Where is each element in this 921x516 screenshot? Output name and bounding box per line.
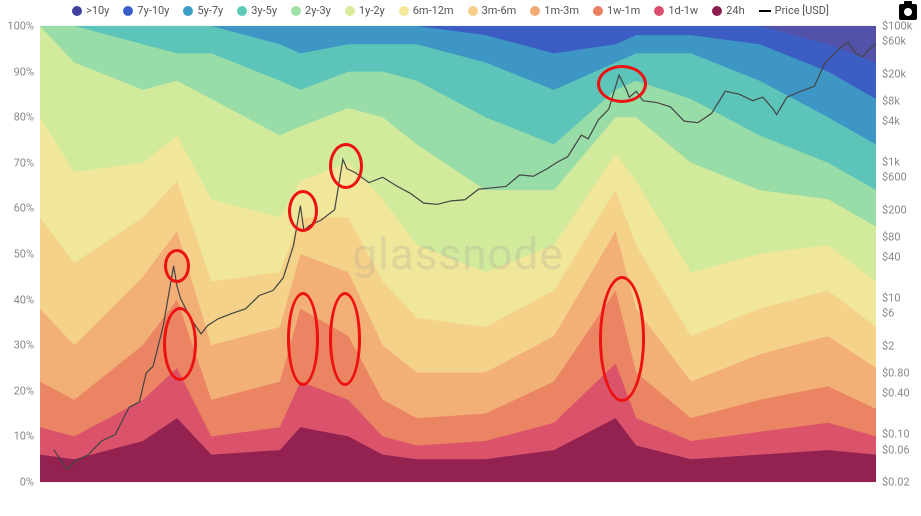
- y-left-axis: 0%10%20%30%40%50%60%70%80%90%100%: [0, 26, 40, 482]
- y-right-tick: $2: [882, 339, 894, 352]
- legend-item[interactable]: >10y: [72, 4, 109, 17]
- chart-svg: [40, 26, 876, 482]
- y-right-tick: $100k: [882, 20, 912, 33]
- y-left-tick: 70%: [14, 156, 34, 169]
- y-right-tick: $10: [882, 292, 901, 305]
- y-right-tick: $0.80: [882, 366, 910, 379]
- y-left-tick: 30%: [14, 339, 34, 352]
- legend-item[interactable]: 6m-12m: [399, 4, 454, 17]
- legend-item[interactable]: 3m-6m: [468, 4, 517, 17]
- legend-item[interactable]: 1y-2y: [345, 4, 385, 17]
- y-right-tick: $6: [882, 307, 894, 320]
- legend-dot: [399, 6, 409, 16]
- y-right-tick: $1k: [882, 156, 900, 169]
- legend-label: 1m-3m: [544, 4, 579, 17]
- legend-item-price[interactable]: Price [USD]: [759, 4, 829, 17]
- legend-label: 7y-10y: [137, 4, 169, 17]
- y-left-tick: 10%: [14, 430, 34, 443]
- y-left-tick: 60%: [14, 202, 34, 215]
- legend-item[interactable]: 5y-7y: [183, 4, 223, 17]
- y-right-axis: $100k$60k$20k$8k$4k$1k$600$200$80$40$10$…: [876, 26, 921, 482]
- legend-item[interactable]: 3y-5y: [237, 4, 277, 17]
- chart-plot: glassnode: [40, 26, 876, 482]
- y-right-tick: $80: [882, 230, 901, 243]
- legend-label: 1y-2y: [359, 4, 385, 17]
- legend-item[interactable]: 2y-3y: [291, 4, 331, 17]
- legend-dot: [123, 6, 133, 16]
- camera-icon[interactable]: [899, 4, 917, 20]
- y-left-tick: 40%: [14, 293, 34, 306]
- y-right-tick: $0.06: [882, 443, 910, 456]
- legend-label: 2y-3y: [305, 4, 331, 17]
- legend-dot: [530, 6, 540, 16]
- legend-label: 5y-7y: [197, 4, 223, 17]
- legend-dot: [72, 6, 82, 16]
- legend-dot: [712, 6, 722, 16]
- legend-label: 3m-6m: [482, 4, 517, 17]
- y-right-tick: $60k: [882, 35, 906, 48]
- y-right-tick: $40: [882, 251, 901, 264]
- legend-dot: [654, 6, 664, 16]
- x-axis: 2010201120122013201420152016201720182019…: [40, 482, 876, 516]
- legend-line: [759, 10, 771, 12]
- legend-label: >10y: [86, 4, 109, 17]
- y-right-tick: $4k: [882, 115, 900, 128]
- legend-dot: [291, 6, 301, 16]
- y-left-tick: 90%: [14, 65, 34, 78]
- y-right-tick: $20k: [882, 67, 906, 80]
- y-left-tick: 100%: [7, 20, 34, 33]
- y-right-tick: $0.10: [882, 428, 910, 441]
- legend-item[interactable]: 7y-10y: [123, 4, 169, 17]
- legend-dot: [345, 6, 355, 16]
- y-right-tick: $0.02: [882, 476, 910, 489]
- y-right-tick: $200: [882, 203, 907, 216]
- legend-item[interactable]: 1d-1w: [654, 4, 698, 17]
- legend-label: 1w-1m: [607, 4, 640, 17]
- y-left-tick: 20%: [14, 384, 34, 397]
- y-left-tick: 50%: [14, 248, 34, 261]
- legend-dot: [183, 6, 193, 16]
- legend-dot: [468, 6, 478, 16]
- legend-item[interactable]: 1w-1m: [593, 4, 640, 17]
- legend-dot: [593, 6, 603, 16]
- y-right-tick: $0.40: [882, 387, 910, 400]
- legend-label: 6m-12m: [413, 4, 454, 17]
- legend-dot: [237, 6, 247, 16]
- y-left-tick: 0%: [20, 476, 34, 489]
- legend: >10y 7y-10y 5y-7y 3y-5y 2y-3y 1y-2y 6m-12m 3m-6…: [0, 4, 901, 17]
- legend-label: Price [USD]: [775, 4, 829, 17]
- legend-label: 24h: [726, 4, 744, 17]
- y-right-tick: $8k: [882, 94, 900, 107]
- legend-label: 1d-1w: [668, 4, 698, 17]
- legend-item[interactable]: 1m-3m: [530, 4, 579, 17]
- y-right-tick: $600: [882, 171, 907, 184]
- legend-label: 3y-5y: [251, 4, 277, 17]
- legend-item[interactable]: 24h: [712, 4, 744, 17]
- y-left-tick: 80%: [14, 111, 34, 124]
